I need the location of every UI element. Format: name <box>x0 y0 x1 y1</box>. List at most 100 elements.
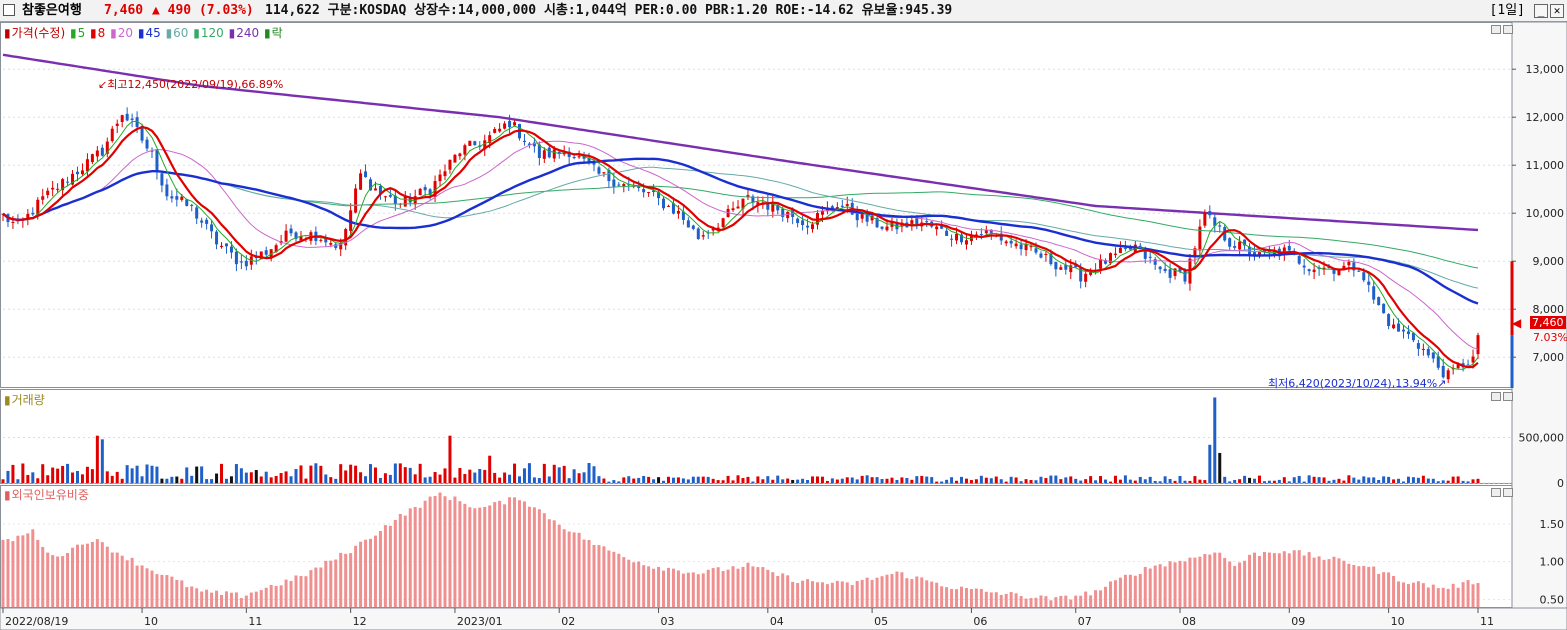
foreign-bar <box>1411 582 1415 607</box>
candle-body <box>1362 272 1366 281</box>
candle-body <box>751 196 755 203</box>
ma5-line <box>2 120 1479 370</box>
volume-bar <box>259 476 263 483</box>
volume-bar <box>865 475 869 483</box>
foreign-bar <box>607 550 611 607</box>
foreign-bar <box>930 581 934 607</box>
candle-body <box>915 218 919 227</box>
candle-body <box>190 204 194 206</box>
volume-bar <box>577 473 581 483</box>
volume-bar <box>637 477 641 483</box>
price-tick-label: 13,000 <box>1526 63 1565 76</box>
candle-body <box>160 173 164 186</box>
candle-body <box>612 179 616 187</box>
foreign-bar <box>1198 556 1202 607</box>
foreign-bar <box>1108 581 1112 607</box>
close-button[interactable]: ✕ <box>1550 4 1564 18</box>
foreign-panel-minimize-button[interactable] <box>1491 488 1501 497</box>
volume-bar <box>602 478 606 483</box>
foreign-bar <box>542 513 546 607</box>
candle-body <box>205 219 209 224</box>
foreign-bar <box>344 553 348 607</box>
foreign-bar <box>1352 564 1356 607</box>
candle-body <box>547 147 551 158</box>
foreign-bar <box>359 541 363 607</box>
foreign-bar <box>1014 593 1018 607</box>
candle-body <box>1163 268 1167 272</box>
volume-bar <box>776 475 780 483</box>
foreign-bar <box>815 582 819 607</box>
foreign-bar <box>716 567 720 607</box>
volume-bar <box>1198 479 1202 483</box>
volume-bar <box>1312 476 1316 483</box>
foreign-bar <box>354 545 358 607</box>
volume-bar <box>1163 476 1167 483</box>
candle-body <box>264 250 268 255</box>
volume-bar <box>41 464 45 483</box>
foreign-bar <box>1307 552 1311 607</box>
volume-bar <box>388 474 392 483</box>
foreign-bar <box>453 496 457 607</box>
foreign-bar <box>1272 553 1276 607</box>
candle-body <box>1138 245 1142 247</box>
volume-bar <box>145 464 149 483</box>
foreign-bar <box>224 591 228 607</box>
volume-bar <box>537 478 541 483</box>
foreign-bar <box>1 539 5 607</box>
volume-bar <box>16 479 20 483</box>
period-selector[interactable]: [1일] <box>1489 3 1525 18</box>
volume-bar <box>1352 477 1356 483</box>
candle-body <box>820 210 824 215</box>
volume-bar <box>915 476 919 483</box>
candle-body <box>940 223 944 229</box>
candle-body <box>1262 249 1266 253</box>
foreign-bar <box>1287 553 1291 607</box>
candle-body <box>1243 239 1247 246</box>
volume-bar <box>478 468 482 483</box>
foreign-bar <box>632 562 636 607</box>
candle-body <box>1004 241 1008 244</box>
candle-body <box>741 198 745 209</box>
candle-body <box>468 140 472 146</box>
foreign-bar <box>955 589 959 607</box>
foreign-bar <box>1466 580 1470 607</box>
volume-bar <box>955 480 959 483</box>
candle-body <box>1441 365 1445 378</box>
candle-body <box>860 213 864 219</box>
volume-bar <box>443 468 447 483</box>
foreign-bar <box>1322 559 1326 607</box>
candle-body <box>95 150 99 157</box>
volume-bar <box>1377 479 1381 483</box>
price-panel-minimize-button[interactable] <box>1491 25 1501 34</box>
volume-bar <box>1113 475 1117 483</box>
foreign-bar <box>731 566 735 607</box>
foreign-bar <box>1193 557 1197 607</box>
minimize-button[interactable]: _ <box>1534 4 1548 18</box>
candle-body <box>537 144 541 158</box>
candle-body <box>1128 247 1132 250</box>
foreign-bar <box>135 565 139 607</box>
volume-panel-minimize-button[interactable] <box>1491 392 1501 401</box>
candle-body <box>1332 269 1336 274</box>
foreign-bar <box>1168 561 1172 607</box>
window-checkbox[interactable] <box>3 4 15 16</box>
price-panel-close-button[interactable] <box>1503 25 1513 34</box>
candle-body <box>1218 225 1222 227</box>
volume-panel-close-button[interactable] <box>1503 392 1513 401</box>
foreign-panel-close-button[interactable] <box>1503 488 1513 497</box>
candle-body <box>463 145 467 155</box>
candle-body <box>1153 259 1157 265</box>
foreign-bar <box>1377 573 1381 607</box>
volume-bar <box>1084 479 1088 483</box>
foreign-bar <box>662 570 666 607</box>
candle-body <box>105 141 109 154</box>
candle-body <box>458 153 462 157</box>
candle-body <box>617 184 621 186</box>
foreign-bar <box>210 592 214 607</box>
volume-bar <box>1089 476 1093 483</box>
candle-body <box>522 140 526 143</box>
candle-body <box>299 236 303 241</box>
candle-body <box>1024 243 1028 251</box>
foreign-bar <box>1099 590 1103 607</box>
candle-body <box>155 149 159 173</box>
